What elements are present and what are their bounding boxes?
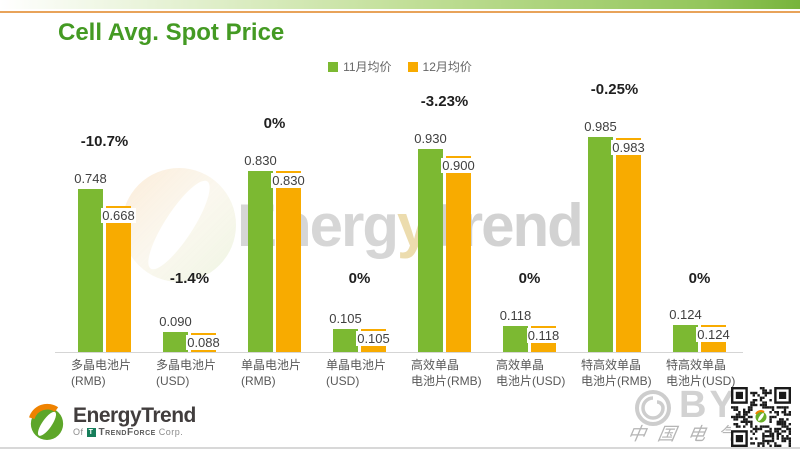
- bottom-border-line: [0, 447, 800, 449]
- change-label-0: -10.7%: [80, 133, 129, 150]
- category-label-3: 单晶电池片 (USD): [326, 358, 387, 388]
- qr-code: [731, 387, 791, 447]
- legend-label-november: 11月均价: [343, 60, 392, 74]
- value-label-november-5: 0.118: [499, 308, 532, 323]
- bar-november-0: [78, 189, 103, 352]
- change-label-5: 0%: [518, 270, 541, 287]
- value-label-november-6: 0.985: [584, 119, 617, 134]
- chart-legend: 11月均价 12月均价: [0, 58, 800, 75]
- legend-swatch-orange: [407, 61, 418, 72]
- page-title: Cell Avg. Spot Price: [58, 19, 285, 46]
- change-label-4: -3.23%: [420, 93, 469, 110]
- bar-november-3: [333, 329, 358, 352]
- byf-logo-watermark-icon: [635, 390, 671, 426]
- energytrend-leaf-icon: [29, 403, 64, 440]
- value-label-december-0: 0.668: [101, 208, 136, 223]
- value-label-november-1: 0.090: [159, 314, 192, 329]
- top-accent-line: [0, 11, 800, 13]
- energytrend-footer-logo: EnergyTrend Of T TrendForce Corp.: [28, 399, 196, 443]
- change-label-7: 0%: [688, 270, 711, 287]
- value-label-december-7: 0.124: [696, 327, 731, 342]
- category-label-4: 高效单晶 电池片(RMB): [411, 358, 482, 388]
- change-label-3: 0%: [348, 270, 371, 287]
- category-label-6: 特高效单晶 电池片(RMB): [581, 358, 652, 388]
- value-label-november-2: 0.830: [244, 153, 277, 168]
- value-label-december-5: 0.118: [526, 328, 561, 343]
- category-label-5: 高效单晶 电池片(USD): [496, 358, 566, 388]
- bar-november-2: [248, 171, 273, 352]
- category-label-7: 特高效单晶 电池片(USD): [666, 358, 736, 388]
- bar-november-4: [418, 149, 443, 352]
- value-label-november-0: 0.748: [74, 171, 107, 186]
- bar-november-1: [163, 332, 188, 352]
- energytrend-watermark-leaf-icon: [122, 168, 236, 282]
- value-label-november-7: 0.124: [669, 307, 702, 322]
- legend-swatch-green: [328, 61, 339, 72]
- trendforce-subline: Of T TrendForce Corp.: [73, 427, 196, 438]
- value-label-november-3: 0.105: [329, 311, 362, 326]
- trendforce-name: TrendForce: [98, 426, 156, 438]
- bar-december-0: [106, 206, 131, 352]
- legend-item-november: 11月均价: [328, 58, 392, 75]
- category-label-0: 多晶电池片 (RMB): [71, 358, 132, 388]
- value-label-december-2: 0.830: [271, 173, 306, 188]
- x-axis-line: [55, 352, 743, 353]
- legend-item-december: 12月均价: [407, 58, 472, 75]
- change-label-6: -0.25%: [590, 81, 639, 98]
- corp-label: Corp.: [158, 427, 184, 437]
- value-label-december-3: 0.105: [356, 331, 391, 346]
- bar-december-2: [276, 171, 301, 352]
- bar-december-6: [616, 138, 641, 352]
- bar-november-6: [588, 137, 613, 352]
- bar-november-5: [503, 326, 528, 352]
- value-label-november-4: 0.930: [414, 131, 447, 146]
- change-label-2: 0%: [263, 115, 286, 132]
- top-gradient-band: [0, 0, 800, 9]
- bar-november-7: [673, 325, 698, 352]
- value-label-december-1: 0.088: [186, 335, 221, 350]
- trendforce-logo-icon: T: [86, 427, 96, 437]
- of-label: Of: [73, 427, 84, 437]
- category-label-2: 单晶电池片 (RMB): [241, 358, 302, 388]
- category-label-1: 多晶电池片 (USD): [156, 358, 217, 388]
- value-label-december-6: 0.983: [611, 140, 646, 155]
- energytrend-logo-text: EnergyTrend: [73, 403, 196, 427]
- legend-label-december: 12月均价: [422, 60, 472, 74]
- change-label-1: -1.4%: [169, 270, 210, 287]
- bar-december-4: [446, 156, 471, 352]
- value-label-december-4: 0.900: [441, 158, 476, 173]
